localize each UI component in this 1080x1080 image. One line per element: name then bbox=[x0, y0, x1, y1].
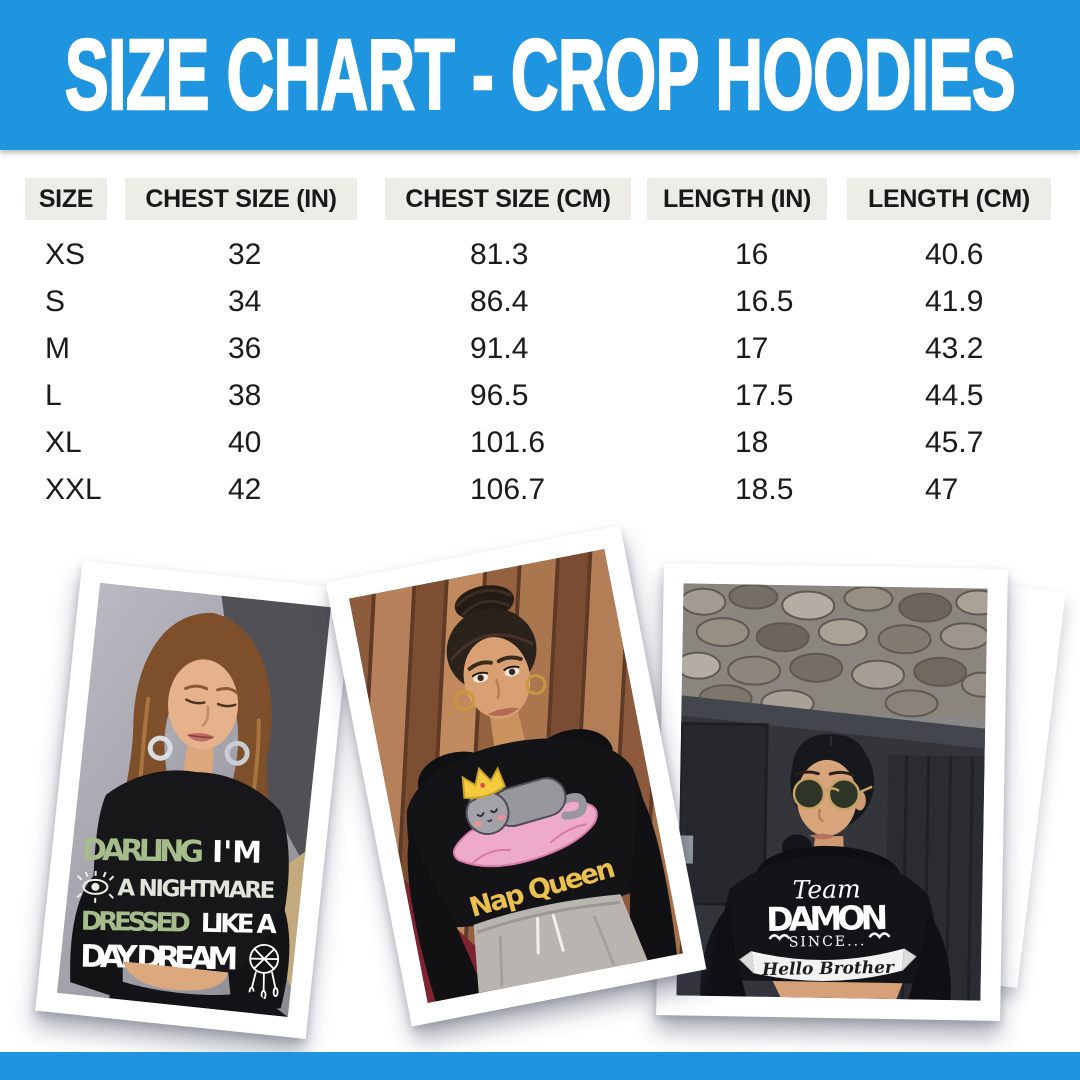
design-word-hello-brother: Hello Brother bbox=[761, 958, 895, 980]
product-photos: DARLING I'M A NIGHTMARE DRESSED LIKE A D… bbox=[0, 525, 1080, 1080]
table-row: XS 32 81.3 16 40.6 bbox=[0, 238, 1080, 278]
photo-nightmare-scene: DARLING I'M A NIGHTMARE DRESSED LIKE A D… bbox=[57, 583, 331, 1017]
nightmare-design: DARLING I'M A NIGHTMARE DRESSED LIKE A D… bbox=[76, 833, 280, 1000]
column-header-length-cm: LENGTH (CM) bbox=[847, 178, 1051, 220]
design-word-dressed: DRESSED bbox=[81, 907, 192, 939]
size-value: S bbox=[45, 285, 66, 318]
column-header-chest-cm: CHEST SIZE (CM) bbox=[385, 178, 631, 220]
header-banner: SIZE CHART - CROP HOODIES bbox=[0, 0, 1080, 150]
size-value: M bbox=[45, 332, 70, 365]
length-in-value: 18.5 bbox=[735, 473, 794, 506]
crown-icon bbox=[461, 766, 507, 800]
dark-pants bbox=[108, 979, 288, 1017]
chest-in-value: 36 bbox=[228, 332, 262, 365]
chest-in-value: 32 bbox=[228, 238, 262, 271]
design-word-damon: DAMON bbox=[766, 898, 889, 939]
column-header-chest-in: CHEST SIZE (IN) bbox=[125, 178, 357, 220]
chest-in-value: 40 bbox=[228, 426, 262, 459]
length-cm-value: 44.5 bbox=[925, 379, 984, 412]
table-row: M 36 91.4 17 43.2 bbox=[0, 332, 1080, 372]
hoop-earrings bbox=[147, 735, 250, 766]
table-row: S 34 86.4 16.5 41.9 bbox=[0, 285, 1080, 325]
photo-team-damon-scene: Team DAMON SINCE... Hello Brother bbox=[676, 583, 988, 1001]
eye-icon bbox=[76, 870, 115, 903]
column-header-size: SIZE bbox=[25, 178, 107, 220]
chest-cm-value: 91.4 bbox=[470, 332, 529, 365]
chest-cm-value: 106.7 bbox=[470, 473, 546, 506]
design-word-im: I'M bbox=[212, 835, 263, 871]
design-line-nightmare: A NIGHTMARE bbox=[117, 875, 275, 904]
gray-sweatpants bbox=[473, 894, 648, 994]
length-cm-value: 43.2 bbox=[925, 332, 984, 365]
gold-hoop-earrings bbox=[454, 674, 547, 711]
length-cm-value: 47 bbox=[925, 473, 959, 506]
design-word-darling: DARLING bbox=[82, 833, 205, 870]
midriff-skin bbox=[772, 980, 903, 1000]
size-value: L bbox=[45, 379, 62, 412]
ribbon-ends bbox=[739, 948, 917, 974]
table-row: XL 40 101.6 18 45.7 bbox=[0, 426, 1080, 466]
size-value: XL bbox=[45, 426, 82, 459]
design-word-likea: LIKE A bbox=[201, 909, 278, 940]
table-row: L 38 96.5 17.5 44.5 bbox=[0, 379, 1080, 419]
chest-cm-value: 86.4 bbox=[470, 285, 529, 318]
photo-nap-queen-scene: Nap Queen bbox=[349, 548, 683, 1004]
model-face bbox=[168, 659, 239, 782]
column-header-length-in: LENGTH (IN) bbox=[647, 178, 827, 220]
length-cm-value: 40.6 bbox=[925, 238, 984, 271]
length-in-value: 17.5 bbox=[735, 379, 794, 412]
size-value: XXL bbox=[45, 473, 102, 506]
chest-cm-value: 96.5 bbox=[470, 379, 529, 412]
chest-cm-value: 101.6 bbox=[470, 426, 546, 459]
length-in-value: 17 bbox=[735, 332, 769, 365]
length-in-value: 18 bbox=[735, 426, 769, 459]
length-cm-value: 41.9 bbox=[925, 285, 984, 318]
photo-team-damon-hoodie: Team DAMON SINCE... Hello Brother bbox=[656, 563, 1008, 1021]
page-title: SIZE CHART - CROP HOODIES bbox=[64, 17, 1017, 132]
midriff-skin bbox=[122, 961, 229, 991]
size-table: SIZE CHEST SIZE (IN) CHEST SIZE (CM) LEN… bbox=[0, 150, 1080, 530]
footer-bar bbox=[0, 1052, 1080, 1080]
length-in-value: 16.5 bbox=[735, 285, 794, 318]
crow-icons bbox=[768, 932, 891, 941]
black-crop-hoodie bbox=[700, 845, 951, 1001]
size-value: XS bbox=[45, 238, 86, 271]
chest-in-value: 42 bbox=[228, 473, 262, 506]
black-crop-hoodie bbox=[70, 770, 290, 1012]
round-sunglasses-icon bbox=[792, 777, 873, 811]
design-word-since: SINCE... bbox=[789, 933, 867, 950]
chest-in-value: 34 bbox=[228, 285, 262, 318]
photo-nightmare-hoodie: DARLING I'M A NIGHTMARE DRESSED LIKE A D… bbox=[35, 561, 353, 1039]
banner-ribbon bbox=[751, 948, 904, 981]
chest-cm-value: 81.3 bbox=[470, 238, 529, 271]
length-cm-value: 45.7 bbox=[925, 426, 984, 459]
length-in-value: 16 bbox=[735, 238, 769, 271]
table-row: XXL 42 106.7 18.5 47 bbox=[0, 473, 1080, 513]
design-word-team: Team bbox=[792, 874, 861, 904]
team-damon-design: Team DAMON SINCE... Hello Brother bbox=[739, 874, 917, 981]
stones bbox=[676, 583, 988, 718]
chest-in-value: 38 bbox=[228, 379, 262, 412]
photo-nap-queen-hoodie: Nap Queen bbox=[325, 525, 707, 1027]
